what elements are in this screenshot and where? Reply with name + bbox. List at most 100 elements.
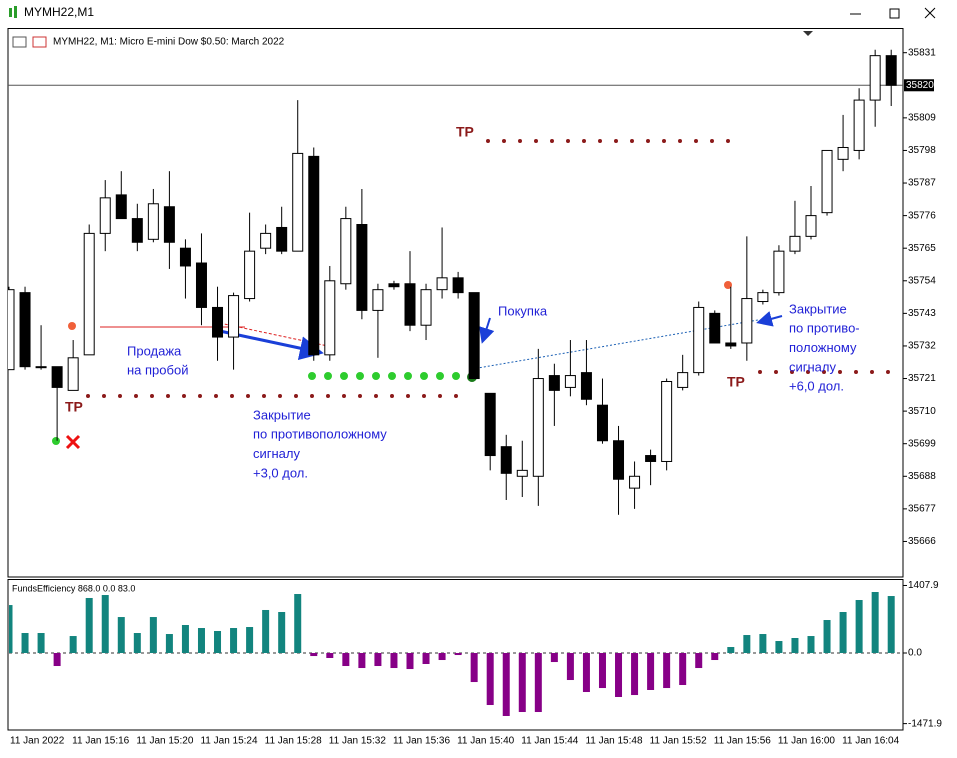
histogram-bar [53, 653, 61, 667]
candle-body [869, 55, 881, 101]
x-tick-label: 11 Jan 16:00 [778, 736, 836, 747]
x-tick-label: 11 Jan 15:32 [329, 736, 387, 747]
histogram-bar [230, 628, 238, 654]
candle-body [340, 218, 352, 285]
candle-body [8, 289, 15, 371]
histogram-bar [85, 597, 93, 654]
candle-body [244, 250, 256, 300]
plot-area [8, 49, 903, 515]
histogram-bar [165, 634, 173, 654]
histogram-bar [534, 653, 542, 713]
y-tick-label: 35776 [908, 210, 936, 221]
y-tick-label: 35831 [908, 47, 936, 58]
x-tick-label: 11 Jan 15:52 [650, 736, 708, 747]
current-price-label: 35820 [906, 80, 934, 91]
candle-body [484, 392, 496, 457]
title-bar [0, 0, 957, 28]
annotation: +6,0 дол. [789, 379, 844, 394]
histogram-bar [663, 653, 671, 689]
histogram-bar [101, 595, 109, 654]
candle-body [580, 372, 592, 400]
candle-body [212, 306, 224, 338]
tp-label: TP [456, 124, 474, 140]
annotation: положному [789, 340, 857, 355]
y-tick-label: 35710 [908, 406, 936, 417]
candle-body [661, 380, 673, 462]
main-chart-frame [7, 28, 904, 578]
annotation: сигналу [789, 359, 836, 374]
x-tick-label: 11 Jan 15:40 [457, 736, 515, 747]
annotation: на пробой [127, 363, 188, 378]
candle-body [500, 446, 512, 474]
histogram-bar [743, 635, 751, 654]
histogram-bar [470, 653, 478, 683]
candle-body [629, 475, 641, 489]
histogram-bar [374, 653, 382, 667]
histogram-bar [566, 653, 574, 681]
x-tick-label: 11 Jan 15:24 [200, 736, 258, 747]
candle-body [308, 155, 320, 356]
histogram-bar [518, 653, 526, 713]
app-icon [9, 6, 17, 18]
candle-body [725, 342, 737, 347]
candle-body [757, 292, 769, 303]
candle-body [388, 283, 400, 288]
histogram-bar [823, 620, 831, 654]
histogram-bar [454, 653, 462, 656]
y-tick-label: 35666 [908, 536, 936, 547]
annotation: Продажа [127, 343, 182, 358]
candle-body [67, 357, 79, 391]
y-tick-label: 35688 [908, 471, 936, 482]
candle-body [821, 149, 833, 214]
candle-body [837, 146, 849, 160]
candle-body [452, 277, 464, 294]
histogram-bar [358, 653, 366, 669]
annotation: сигналу [253, 446, 300, 461]
candle-body [163, 206, 175, 243]
annotation: Закрытие [253, 407, 311, 422]
y-tick-label: 1407.9 [908, 580, 939, 591]
close-button[interactable] [924, 7, 936, 19]
x-tick-label: 11 Jan 15:20 [136, 736, 194, 747]
candle-body [468, 292, 480, 380]
annotation: Закрытие [789, 301, 847, 316]
candle-body [773, 250, 785, 294]
histogram-bar [486, 653, 494, 706]
histogram-bar [9, 605, 13, 654]
x-tick-label: 11 Jan 2022 [10, 736, 65, 747]
annotation: по противо- [789, 321, 860, 336]
histogram-bar [855, 600, 863, 654]
y-tick-label: 35721 [908, 373, 936, 384]
candle-body [613, 440, 625, 480]
histogram-bar [326, 653, 334, 659]
candle-body [693, 306, 705, 374]
candle-body [99, 197, 111, 234]
candle-body [789, 235, 801, 252]
candle-body [516, 469, 528, 477]
candle-body [596, 404, 608, 442]
histogram-bar [117, 617, 125, 654]
annotation: по противоположному [253, 427, 387, 442]
candle-body [532, 378, 544, 477]
tp-label: TP [727, 374, 745, 390]
x-tick-label: 11 Jan 15:56 [714, 736, 772, 747]
histogram-bar [839, 612, 847, 654]
maximize-button[interactable] [889, 8, 900, 19]
tp-label: TP [65, 399, 83, 415]
histogram-bar [582, 653, 590, 693]
candle-body [324, 280, 336, 356]
histogram-bar [438, 653, 446, 661]
candle-body [83, 232, 95, 356]
histogram-bar [310, 653, 318, 657]
chart-header: MYMH22, M1: Micro E-mini Dow $0.50: Marc… [53, 37, 285, 48]
histogram-bar [149, 617, 157, 654]
y-tick-label: 35809 [908, 113, 936, 124]
histogram-bar [342, 653, 350, 667]
histogram-bar [711, 653, 719, 661]
y-tick-label: 35732 [908, 341, 936, 352]
x-tick-label: 11 Jan 15:44 [521, 736, 579, 747]
candle-body [805, 215, 817, 237]
histogram-bar [695, 653, 703, 669]
histogram-bar [21, 633, 29, 654]
histogram-bar [214, 630, 222, 654]
